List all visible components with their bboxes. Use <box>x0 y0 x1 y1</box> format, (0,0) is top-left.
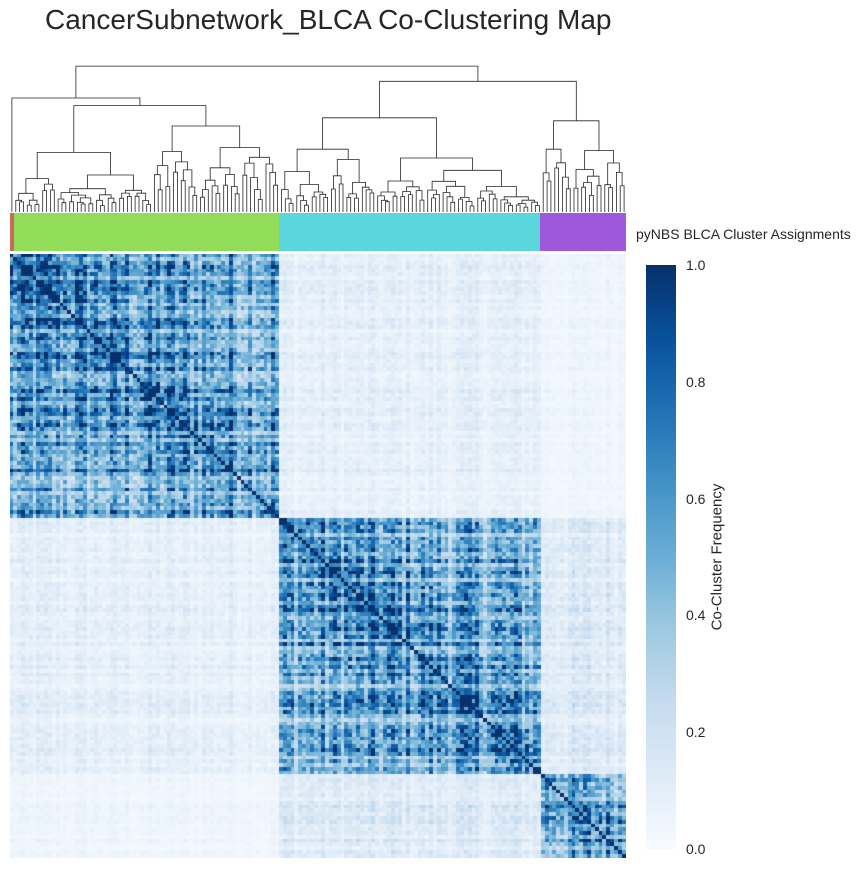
cluster-segment-2 <box>14 213 279 251</box>
co-clustering-heatmap <box>10 254 626 858</box>
colorbar-tick-label: 0.8 <box>686 373 706 390</box>
colorbar-tick-label: 0.4 <box>686 607 706 624</box>
column-dendrogram <box>11 65 625 212</box>
cluster-segment-3 <box>279 213 540 251</box>
dendrogram-links <box>11 65 625 212</box>
colorbar-label: Co-Cluster Frequency <box>708 483 726 631</box>
cluster-assignment-label: pyNBS BLCA Cluster Assignments <box>636 226 851 242</box>
colorbar-tick-label: 0.6 <box>686 490 706 507</box>
colorbar-gradient <box>646 265 676 849</box>
cluster-segment-1 <box>10 213 14 251</box>
colorbar-tick-label: 0.0 <box>686 841 706 857</box>
chart-title: CancerSubnetwork_BLCA Co-Clustering Map <box>45 4 612 35</box>
colorbar-tick-label: 0.2 <box>686 724 706 741</box>
colorbar-tick-label: 1.0 <box>686 257 706 273</box>
cluster-assignment-bar <box>10 213 626 251</box>
cluster-segment-4 <box>540 213 626 251</box>
colorbar <box>646 265 676 849</box>
